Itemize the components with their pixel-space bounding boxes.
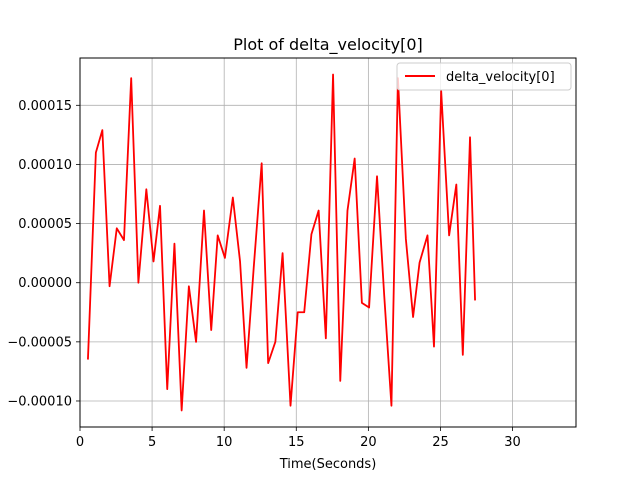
series-line-delta-velocity	[87, 73, 476, 412]
x-tick-label: 25	[432, 435, 449, 450]
legend: delta_velocity[0]	[396, 62, 572, 91]
x-tick-label: 20	[360, 435, 377, 450]
y-tick-label: 0.00000	[18, 276, 72, 291]
y-tick-label: −0.00010	[7, 394, 72, 409]
x-tick-label: 5	[148, 435, 156, 450]
x-axis-ticks: 0 5 10 15 20 25 30	[76, 427, 521, 450]
y-tick-label: −0.00005	[7, 335, 72, 350]
x-tick-label: 10	[216, 435, 233, 450]
y-tick-label: 0.00005	[18, 217, 72, 232]
plot-area-frame	[79, 57, 577, 428]
x-axis-label: Time(Seconds)	[279, 457, 377, 472]
x-tick-label: 15	[288, 435, 305, 450]
x-tick-label: 0	[76, 435, 84, 450]
legend-label-delta-velocity: delta_velocity[0]	[446, 70, 555, 85]
y-tick-label: 0.00010	[18, 158, 72, 173]
series-layer	[87, 73, 476, 412]
y-tick-label: 0.00015	[18, 99, 72, 114]
legend-box	[396, 62, 572, 91]
chart-title: Plot of delta_velocity[0]	[233, 35, 422, 55]
x-tick-label: 30	[504, 435, 521, 450]
y-axis-ticks: −0.00010 −0.00005 0.00000 0.00005 0.00010 0.0…	[7, 99, 80, 409]
